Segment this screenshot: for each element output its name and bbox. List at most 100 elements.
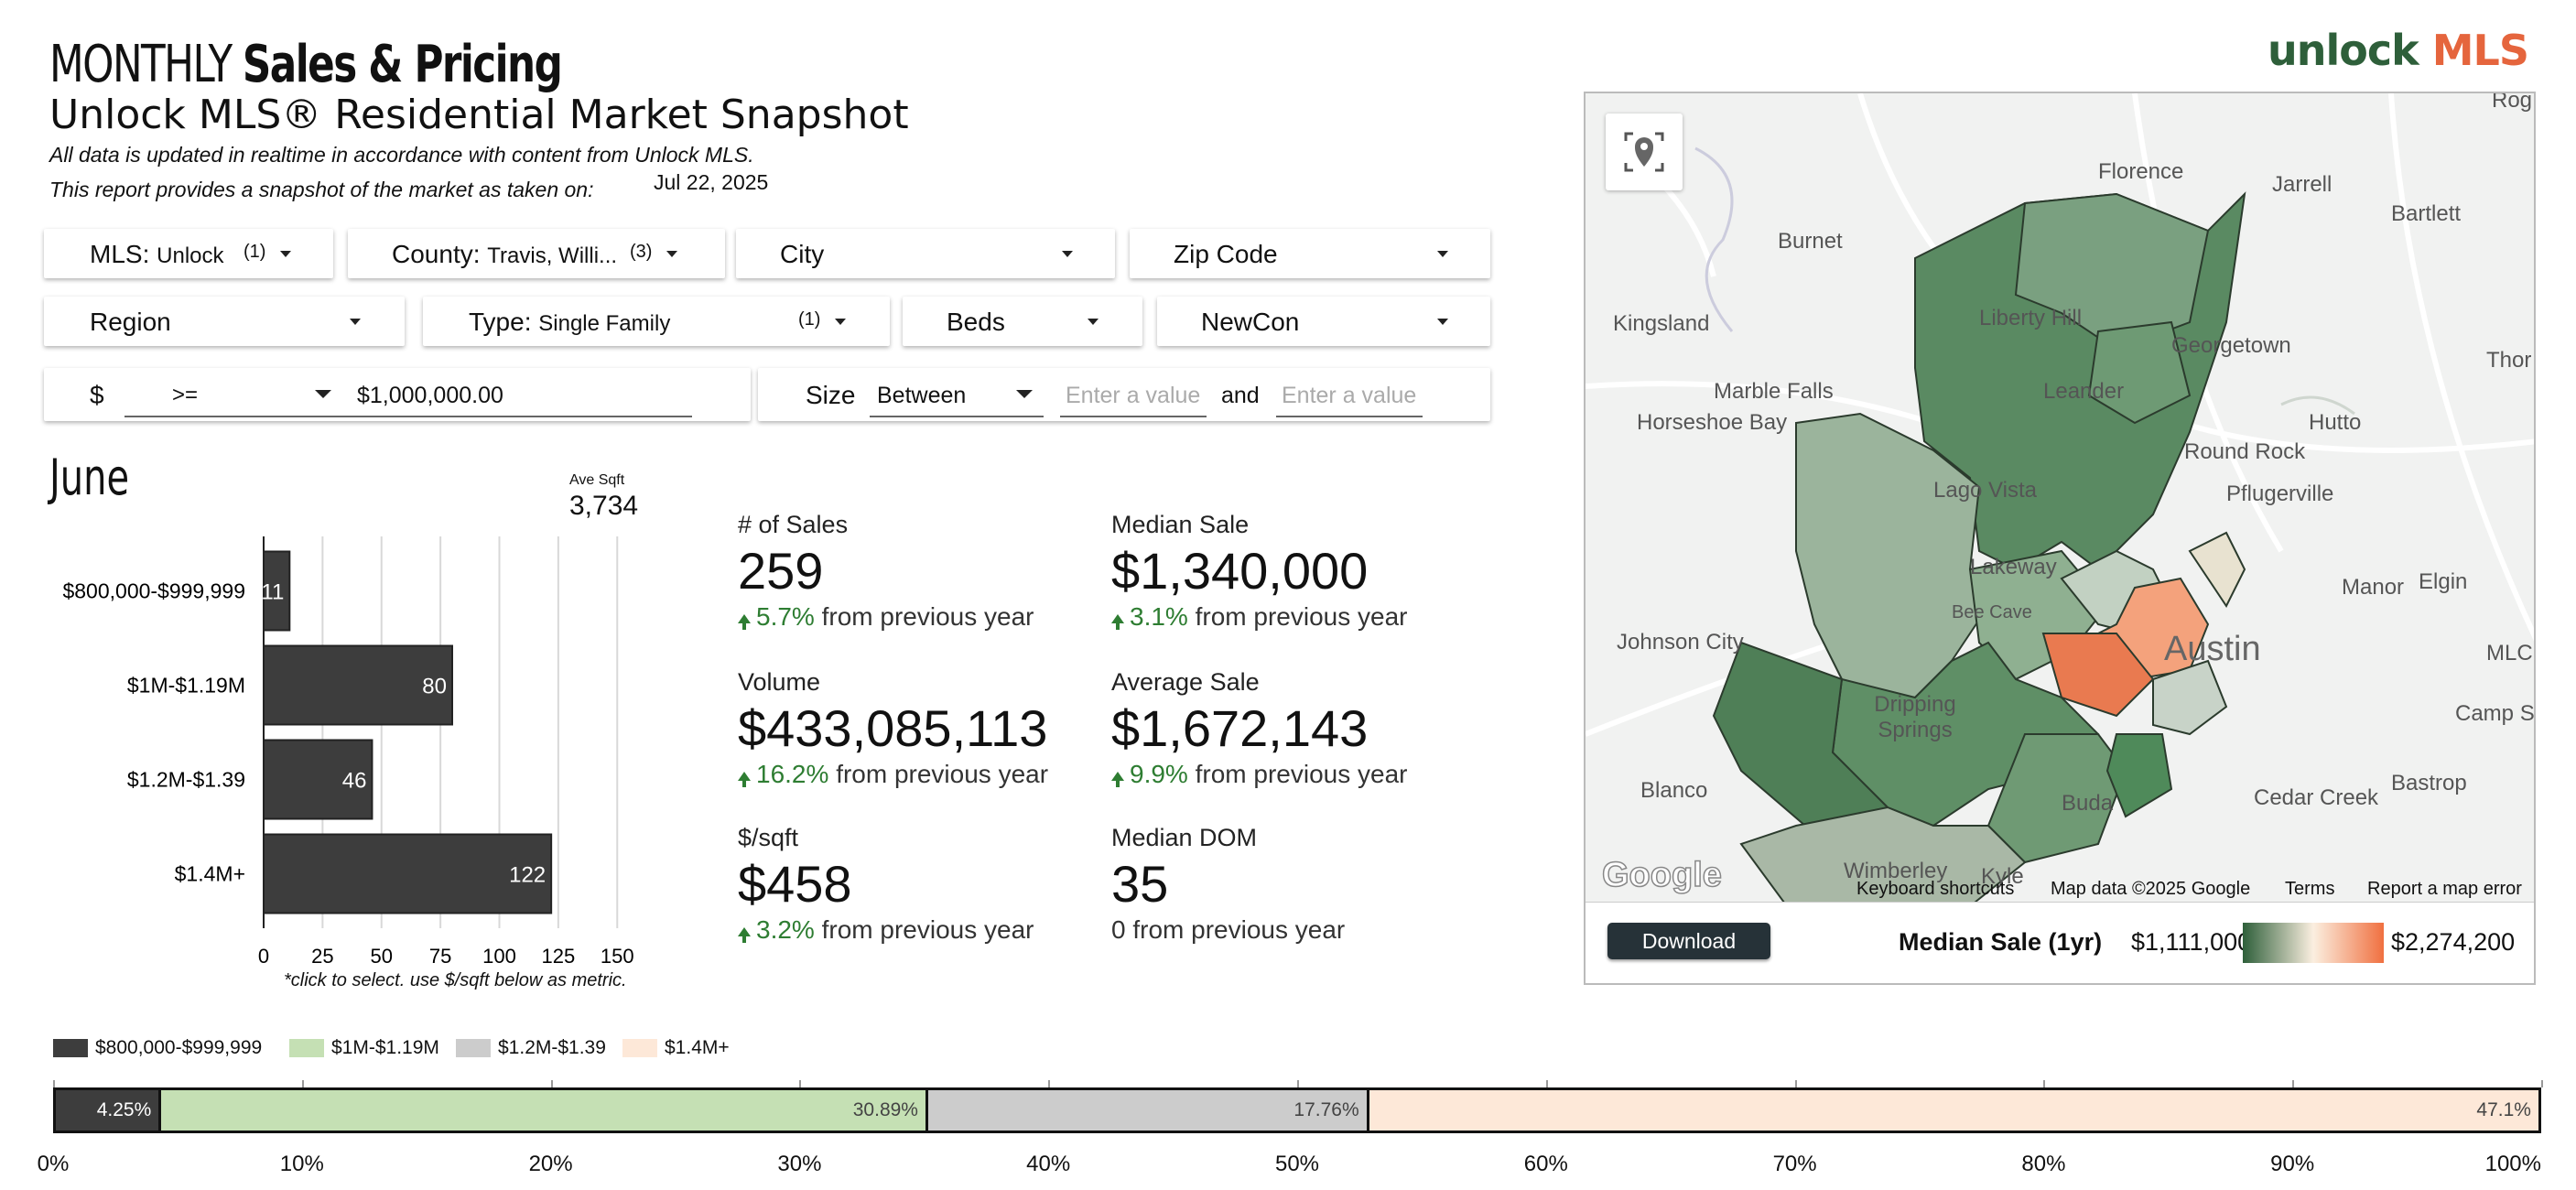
map-label: Round Rock	[2184, 439, 2306, 464]
map-label: Rog	[2492, 92, 2533, 113]
month-title: June	[49, 449, 130, 506]
map-label: Bee Cave	[1952, 602, 2032, 622]
map-label: Lakeway	[1970, 555, 2057, 579]
chevron-down-icon	[1088, 319, 1099, 325]
share-tick-label: 50%	[1274, 1152, 1320, 1176]
share-tick-mark	[301, 1080, 304, 1087]
my-location-button[interactable]	[1606, 114, 1683, 190]
kpi-median-sale: Median Sale $1,340,000 3.1% from previous…	[1111, 511, 1408, 631]
price-operator-select[interactable]: >=	[124, 372, 348, 417]
share-segment[interactable]: 17.76%	[927, 1090, 1369, 1130]
chevron-down-icon	[835, 319, 846, 325]
x-tick-label: 100	[482, 945, 516, 968]
arrow-up-icon	[738, 927, 751, 943]
kpi-average-sale: Average Sale $1,672,143 9.9% from previou…	[1111, 668, 1408, 788]
chevron-down-icon	[1062, 251, 1073, 257]
arrow-up-icon	[1111, 772, 1124, 787]
share-stacked-bar[interactable]: 4.25% 30.89% 17.76% 47.1%	[53, 1087, 2541, 1133]
share-tick-mark	[1297, 1080, 1299, 1087]
kpi-median-dom: Median DOM 35 0 from previous year	[1111, 824, 1346, 944]
chevron-down-icon	[1016, 390, 1033, 398]
bar[interactable]	[263, 833, 553, 914]
share-legend-item[interactable]: $1M-$1.19M	[289, 1037, 439, 1059]
map-canvas	[1586, 93, 2534, 906]
title-bold: Sales & Pricing	[242, 35, 563, 94]
share-tick-mark	[2043, 1080, 2046, 1087]
mls-filter[interactable]: MLS: Unlock (1)	[44, 229, 333, 278]
map-label: Bartlett	[2391, 201, 2462, 226]
map-label: Burnet	[1778, 229, 1843, 254]
location-pin-icon	[1624, 132, 1664, 172]
zip-code-filter[interactable]: Zip Code	[1130, 229, 1490, 278]
region-filter[interactable]: Region	[44, 297, 405, 346]
map-label: Kingsland	[1613, 311, 1710, 336]
map-label: Pflugerville	[2226, 481, 2334, 506]
bar-value-label: 11	[261, 580, 284, 605]
google-logo: Google	[1601, 855, 1722, 895]
share-legend-item[interactable]: $800,000-$999,999	[53, 1037, 262, 1059]
chart-hint: *click to select. use $/sqft below as me…	[284, 970, 627, 990]
share-segment[interactable]: 47.1%	[1369, 1090, 2538, 1130]
map-label: Liberty Hill	[1979, 306, 2083, 330]
price-range-bar-chart: 0 25 50 75 100 125 150 $800,000-$999,999 11 $1M-$…	[62, 536, 634, 968]
type-filter[interactable]: Type: Single Family (1)	[423, 297, 890, 346]
share-tick-mark	[550, 1080, 553, 1087]
category-label: $1M-$1.19M	[127, 674, 245, 698]
map-label: Marble Falls	[1714, 379, 1834, 404]
legend-min: $1,111,000	[2131, 928, 2252, 956]
kpi-volume: Volume $433,085,113 16.2% from previous y…	[738, 668, 1049, 788]
share-segment[interactable]: 4.25%	[56, 1090, 162, 1130]
size-operator-select[interactable]: Between	[870, 372, 1044, 417]
beds-filter[interactable]: Beds	[903, 297, 1142, 346]
share-legend-item[interactable]: $1.4M+	[622, 1037, 730, 1059]
legend-max: $2,274,200	[2391, 928, 2516, 956]
map-label: Dripping Springs	[1874, 692, 1956, 742]
avg-sqft-value: 3,734	[569, 491, 639, 521]
bar[interactable]	[263, 739, 373, 820]
map-label: Austin	[2164, 630, 2261, 668]
keyboard-shortcuts-link[interactable]: Keyboard shortcuts	[1856, 879, 2015, 899]
share-segment[interactable]: 30.89%	[161, 1090, 928, 1130]
chevron-down-icon	[350, 319, 361, 325]
arrow-up-icon	[1111, 614, 1124, 630]
share-tick-mark	[53, 1080, 55, 1087]
x-tick-label: 25	[311, 945, 333, 968]
report-title: MONTHLY Sales & Pricing	[49, 35, 563, 94]
map-label: Florence	[2098, 159, 2184, 184]
report-subtitle: Unlock MLS® Residential Market Snapshot	[49, 92, 909, 138]
download-button[interactable]: Download	[1607, 923, 1770, 959]
chevron-down-icon	[280, 251, 291, 257]
terms-link[interactable]: Terms	[2285, 879, 2335, 899]
share-legend-item[interactable]: $1.2M-$1.39	[456, 1037, 606, 1059]
median-sale-map[interactable]: Florence Jarrell Bartlett Burnet Kingsla…	[1584, 92, 2536, 985]
share-tick-label: 20%	[528, 1152, 573, 1176]
share-tick-mark	[1048, 1080, 1051, 1087]
x-tick-label: 150	[601, 945, 634, 968]
county-filter[interactable]: County: Travis, Willi... (3)	[348, 229, 725, 278]
map-label: Leander	[2043, 379, 2125, 404]
size-max-input[interactable]: Enter a value	[1276, 372, 1423, 417]
chevron-down-icon	[1437, 251, 1448, 257]
report-map-error-link[interactable]: Report a map error	[2367, 879, 2522, 899]
price-value-input[interactable]: $1,000,000.00	[311, 372, 692, 417]
category-label: $1.2M-$1.39	[127, 768, 245, 792]
update-note: All data is updated in realtime in accor…	[49, 143, 754, 167]
share-tick-mark	[799, 1080, 802, 1087]
newcon-filter[interactable]: NewCon	[1157, 297, 1490, 346]
city-filter[interactable]: City	[736, 229, 1115, 278]
share-tick-mark	[1545, 1080, 1548, 1087]
map-label: Wimberley	[1844, 859, 1948, 883]
map-data-attribution: Map data ©2025 Google	[2051, 879, 2251, 899]
map-label: Hutto	[2309, 410, 2362, 435]
share-tick-mark	[2292, 1080, 2295, 1087]
x-tick-label: 75	[429, 945, 451, 968]
size-min-input[interactable]: Enter a value	[1060, 372, 1207, 417]
bar[interactable]	[263, 644, 453, 726]
share-tick-label: 60%	[1523, 1152, 1568, 1176]
bar[interactable]	[263, 550, 291, 632]
legend-title: Median Sale (1yr)	[1899, 928, 2103, 956]
share-tick-label: 30%	[777, 1152, 822, 1176]
share-tick-label: 80%	[2021, 1152, 2066, 1176]
map-label: MLC	[2486, 641, 2533, 665]
share-tick-mark	[2541, 1080, 2543, 1087]
